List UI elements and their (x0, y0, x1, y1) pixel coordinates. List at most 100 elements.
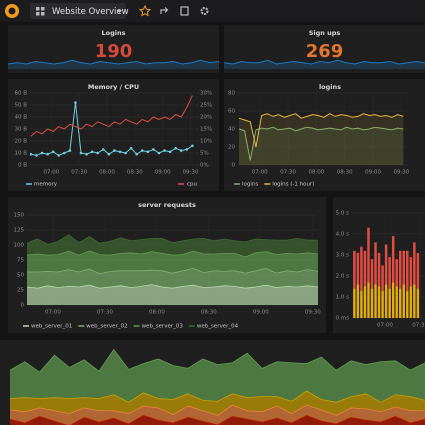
settings-button[interactable] (200, 7, 209, 15)
grid-icon (41, 7, 45, 11)
bar-segment (391, 236, 395, 283)
bar-segment (363, 250, 367, 287)
bar-segment (353, 288, 356, 318)
x-tick-label: 09:00 (155, 170, 171, 176)
stacked-area (10, 415, 425, 425)
series-point (68, 149, 72, 152)
series-point (168, 150, 172, 154)
x-tick-label: 08:00 (149, 310, 165, 316)
series-point (51, 150, 55, 154)
panel-title: Sign ups (309, 29, 341, 37)
save-button[interactable] (180, 6, 189, 16)
bar-segment (370, 259, 374, 289)
series-point (146, 150, 150, 154)
series-line (27, 284, 318, 289)
plot-area (27, 234, 318, 305)
y-tick-label: 125 (14, 228, 25, 234)
y-tick-label: 0 (21, 303, 25, 309)
series-point (185, 148, 189, 151)
bar-segment (395, 259, 398, 287)
x-tick-label: 08:00 (308, 170, 324, 176)
x-tick-label: 08:30 (201, 310, 217, 316)
y-tick-label: 50 (17, 273, 24, 279)
grid-icon (36, 7, 40, 11)
series-fill (238, 113, 404, 165)
series-point (35, 154, 38, 157)
dashboard-title: Website Overview (52, 7, 129, 17)
series-point (79, 151, 83, 155)
stacked-area (10, 390, 425, 416)
y-tick-label: 10 B (14, 151, 27, 157)
y-tick-label: 0 ms (336, 316, 350, 322)
panel (8, 79, 219, 191)
y2-tick-label: 10% (200, 139, 212, 145)
x-tick-label: 07:00 (252, 170, 268, 176)
y-tick-label: 150 (14, 213, 25, 219)
series-point (163, 149, 166, 152)
bar-segment (377, 286, 381, 318)
x-tick-label: 07:00 (43, 170, 59, 176)
grafana-logo[interactable] (5, 4, 19, 18)
series-line (10, 404, 425, 416)
y2-tick-label: 5% (200, 151, 209, 157)
stacked-area (10, 349, 425, 403)
bar-segment (356, 252, 360, 285)
grid-icon (41, 12, 45, 16)
plot-area (238, 113, 404, 165)
y-tick-label: 1.0 s (336, 295, 349, 301)
x-tick-label: 08:00 (99, 170, 115, 176)
series-point (113, 149, 116, 152)
series-point (140, 149, 144, 152)
star-button[interactable] (138, 4, 152, 17)
logo-inner (8, 7, 16, 15)
bar-segment (381, 265, 384, 291)
y-tick-label: 50 B (14, 103, 27, 109)
bar-segment (391, 282, 395, 318)
plot-area (353, 227, 420, 318)
y-tick-label: 3.0 s (336, 253, 349, 259)
y-tick-label: 20 B (14, 139, 27, 145)
bar-segment (406, 250, 409, 291)
bar-segment (360, 246, 363, 291)
series-point (124, 151, 127, 155)
series-point (57, 154, 61, 157)
series-point (118, 150, 122, 154)
bar-segment (388, 257, 391, 289)
panel (224, 79, 425, 191)
share-button[interactable] (160, 7, 169, 15)
bar-segment (384, 284, 388, 318)
bar-segment (360, 290, 363, 318)
legend-label: web_server_02 (86, 324, 127, 330)
x-tick-label: 09:00 (365, 170, 381, 176)
y-tick-label: 80 (228, 91, 235, 97)
series-line (30, 95, 193, 137)
legend-label: cpu (187, 182, 197, 188)
bar-segment (409, 257, 413, 287)
grid-icon (36, 12, 40, 16)
y-tick-label: 0 B (18, 163, 27, 169)
bar-segment (402, 284, 405, 318)
x-tick-label: 07:30 (280, 170, 296, 176)
dashboard-picker[interactable]: Website Overview (30, 3, 129, 19)
plot-area (10, 348, 425, 425)
x-tick-label: 09:30 (183, 170, 199, 176)
y-tick-label: 40 B (14, 115, 27, 121)
legend-label: web_server_01 (31, 324, 72, 330)
panel-title: logins (319, 83, 341, 91)
y-tick-label: 20 (228, 145, 235, 151)
bar-segment (395, 286, 398, 318)
y-tick-label: 0 (232, 163, 236, 169)
bar-segment (356, 284, 360, 318)
x-tick-label: 07:30 (71, 170, 87, 176)
y-tick-label: 5.0 s (336, 211, 349, 217)
series-point (179, 149, 183, 152)
series-line (10, 390, 425, 403)
series-point (157, 151, 161, 155)
bar-segment (370, 288, 374, 318)
bar-segment (416, 252, 420, 289)
series-point (63, 151, 66, 155)
stat-value: 269 (306, 41, 344, 62)
stacked-area (27, 234, 318, 257)
